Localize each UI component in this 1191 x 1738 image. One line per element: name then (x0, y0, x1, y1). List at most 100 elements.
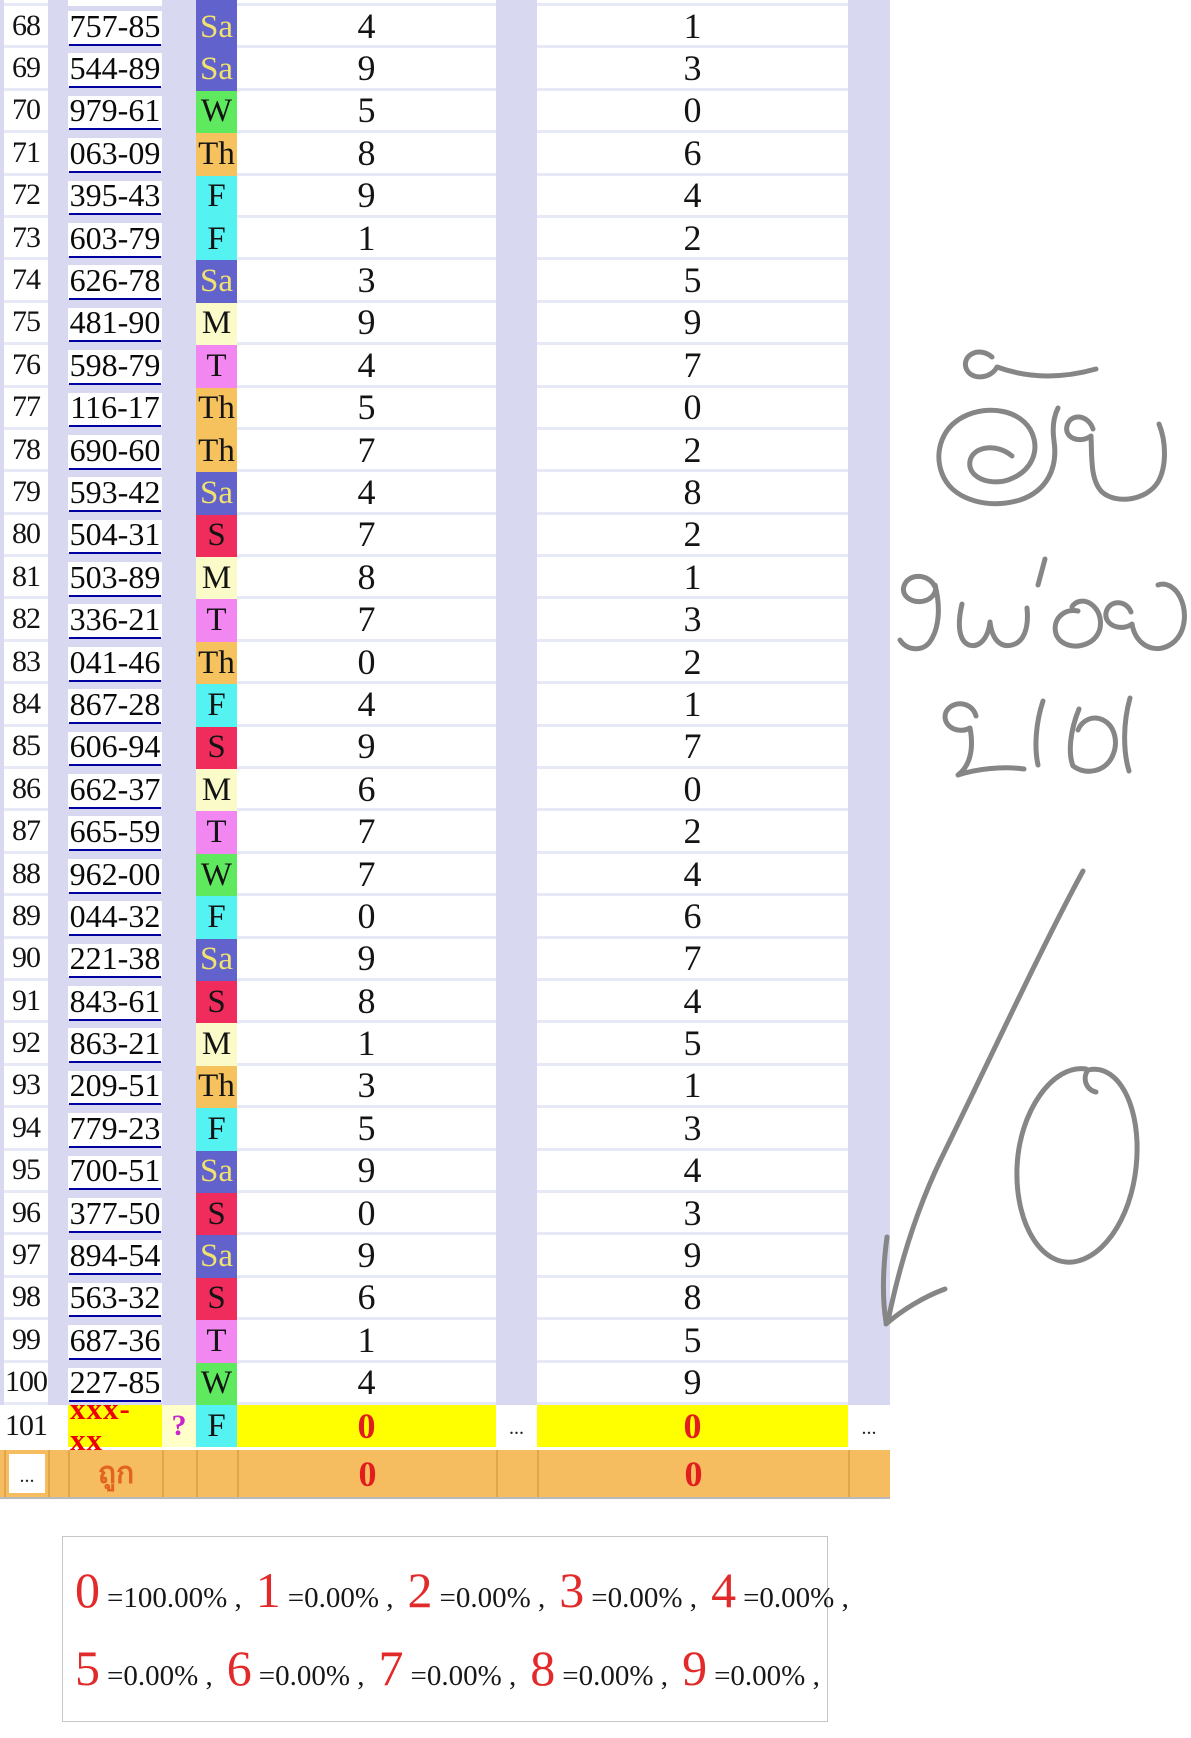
col-gap (48, 48, 68, 91)
draw-link[interactable]: 377-50 (68, 1194, 162, 1233)
table-edge (0, 1023, 4, 1066)
draw-link-box: 894-54 (68, 1237, 162, 1276)
col-gap (48, 133, 68, 176)
draw-link-box: 843-61 (68, 982, 162, 1021)
draw-link[interactable]: 867-28 (68, 685, 162, 724)
draw-link[interactable]: 221-38 (68, 940, 162, 979)
draw-link[interactable]: 563-32 (68, 1279, 162, 1318)
col-gap (48, 599, 68, 642)
col-gap (48, 557, 68, 600)
draw-link[interactable]: 863-21 (68, 1025, 162, 1064)
day-cell: F (196, 896, 237, 939)
draw-link[interactable]: 395-43 (68, 177, 162, 216)
digit2-cell: 9 (537, 302, 848, 346)
draw-link[interactable]: 700-51 (68, 1152, 162, 1191)
day-cell: Sa (196, 1150, 237, 1193)
col-gap (162, 302, 196, 346)
draw-cell: 962-00 (68, 853, 162, 897)
draw-link[interactable]: 665-59 (68, 813, 162, 852)
draw-link[interactable]: 503-89 (68, 558, 162, 597)
day-cell: W (196, 853, 237, 897)
col-gap (496, 1065, 537, 1109)
prediction-row: 101 xxx-xx? F 0... 0... (0, 1393, 890, 1460)
col-gap (162, 1065, 196, 1109)
draw-link[interactable]: 116-17 (69, 389, 161, 428)
table-edge (0, 1235, 4, 1278)
question-cell: ? (162, 1404, 196, 1448)
col-gap (848, 175, 890, 218)
col-gap (48, 1065, 68, 1109)
row-number: 69 (4, 48, 48, 91)
results-table: 68 757-85 Sa 4 1 69 544-89 Sa 9 3 70 979-61 W 5 0 71 063… (0, 0, 890, 1500)
draw-link[interactable]: 593-42 (68, 474, 162, 512)
draw-link-box: 665-59 (68, 813, 162, 852)
table-edge (0, 133, 4, 176)
question-mark: ? (171, 1409, 187, 1443)
draw-link[interactable]: 504-31 (68, 516, 162, 555)
digit1-cell: 3 (237, 260, 496, 303)
day-cell: Th (196, 1065, 237, 1109)
draw-link[interactable]: 962-00 (68, 855, 162, 894)
legend-digit: 0 (75, 1562, 100, 1618)
draw-link-box: 626-78 (68, 262, 162, 301)
digit2-cell: 3 (537, 1192, 848, 1236)
draw-link[interactable]: 894-54 (68, 1237, 162, 1276)
draw-link[interactable]: 779-23 (68, 1109, 162, 1148)
table-row: 98 563-32 S 6 8 (0, 1277, 890, 1321)
table-row: 78 690-60 Th 7 2 (0, 429, 890, 473)
col-gap (496, 0, 537, 6)
digit2-cell: 3 (537, 48, 848, 91)
digit2-cell: 0 (537, 387, 848, 430)
draw-link[interactable]: 626-78 (68, 262, 162, 301)
draw-link[interactable]: 690-60 (68, 431, 162, 470)
draw-link[interactable]: 606-94 (68, 728, 162, 767)
draw-link[interactable]: 063-09 (68, 134, 162, 173)
draw-link[interactable]: 662-37 (68, 770, 162, 809)
draw-link-box: 504-31 (68, 516, 162, 555)
table-edge (0, 1450, 4, 1498)
digit1-cell: 6 (237, 1277, 496, 1321)
draw-link[interactable]: 209-51 (68, 1067, 162, 1106)
digit1-cell: 3 (237, 1065, 496, 1109)
table-edge (0, 472, 4, 515)
draw-link[interactable]: 041-46 (68, 643, 162, 682)
digit1-cell: 9 (237, 302, 496, 346)
col-gap (848, 387, 890, 430)
table-edge (0, 217, 4, 261)
col-gap (48, 1362, 68, 1405)
draw-link[interactable]: 044-32 (68, 897, 162, 936)
draw-link[interactable]: 843-61 (68, 982, 162, 1021)
draw-cell (68, 0, 162, 6)
digit1-cell: 4 (237, 684, 496, 727)
draw-link[interactable]: 687-36 (68, 1321, 162, 1360)
draw-link[interactable]: 598-79 (68, 346, 162, 385)
day-cell: T (196, 1320, 237, 1363)
draw-link[interactable]: 481-90 (68, 304, 162, 343)
row-number: 71 (4, 133, 48, 176)
draw-link[interactable]: 603-79 (68, 219, 162, 258)
draw-link[interactable]: 227-85 (68, 1364, 162, 1403)
table-row: 92 863-21 M 1 5 (0, 1023, 890, 1066)
legend-percentage: =0.00% , (439, 1582, 546, 1614)
draw-cell: 504-31 (68, 514, 162, 558)
draw-link[interactable]: 979-61 (68, 92, 162, 131)
col-gap (496, 90, 537, 134)
draw-link-box: 757-85 (68, 7, 162, 46)
legend-line-2: 5 =0.00% , 6 =0.00% , 7 =0.00% , 8 =0.00% , 9 =0.… (75, 1643, 827, 1693)
col-gap (48, 1404, 68, 1448)
draw-link[interactable]: 544-89 (68, 50, 162, 89)
draw-cell: 209-51 (68, 1065, 162, 1109)
col-gap (496, 726, 537, 770)
table-row: 96 377-50 S 0 3 (0, 1192, 890, 1236)
draw-link[interactable]: 336-21 (68, 601, 162, 640)
digit1-cell: 1 (237, 1320, 496, 1363)
draw-cell: 395-43 (68, 175, 162, 218)
digit1-cell: 6 (237, 769, 496, 812)
col-gap (162, 980, 196, 1024)
col-gap (496, 641, 537, 685)
draw-link[interactable]: 757-85 (68, 7, 162, 46)
digit2-cell: 1 (537, 6, 848, 49)
row-number: 72 (4, 175, 48, 218)
table-edge (0, 1108, 4, 1151)
day-cell: Sa (196, 938, 237, 981)
